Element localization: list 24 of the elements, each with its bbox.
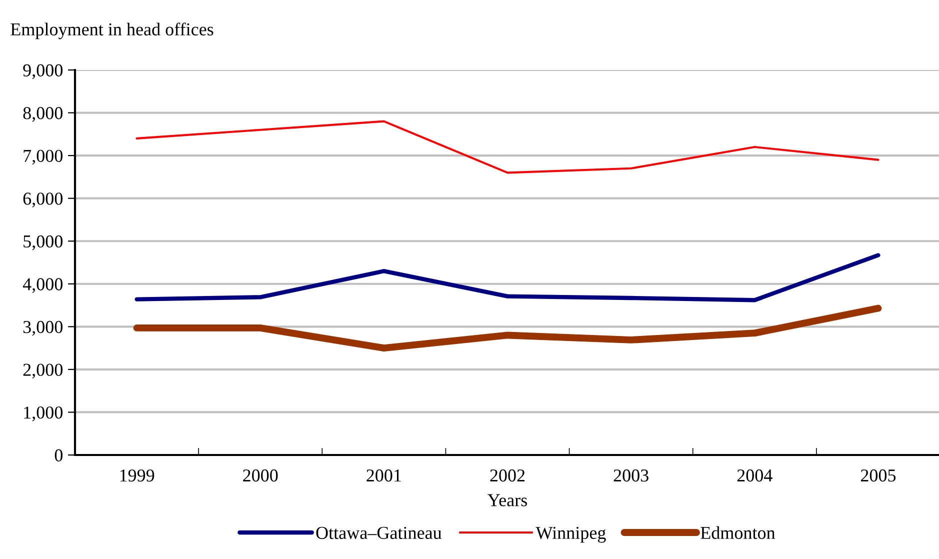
legend-label: Winnipeg [536,526,606,543]
legend-label: Ottawa–Gatineau [316,526,442,539]
x-tick-label: 2001 [366,469,401,482]
x-tick-label: 2003 [614,469,648,482]
line-series [136,120,880,174]
x-tick-label: 2000 [243,469,278,482]
y-tick-label: 9,000 [23,64,63,80]
x-tick-label: 1999 [120,469,154,482]
line-series [134,253,880,302]
x-tick-label: 2005 [860,469,896,482]
y-tick-label: 0 [54,449,63,462]
legend-label: Edmonton [700,526,776,539]
x-tick-label: 2004 [737,469,772,482]
y-tick-label: 7,000 [24,150,63,165]
x-tick-label: 2002 [490,469,525,482]
y-tick-label: 1,000 [24,406,63,422]
y-tick-label: 5,000 [24,235,63,250]
x-axis-title: Years [488,494,527,506]
y-axis-title: Employment in head offices [10,22,214,40]
y-tick-label: 8,000 [23,107,63,122]
y-tick-label: 4,000 [22,278,63,293]
y-tick-label: 2,000 [23,364,63,378]
y-tick-label: 3,000 [23,320,63,336]
y-tick-label: 6,000 [23,192,63,208]
